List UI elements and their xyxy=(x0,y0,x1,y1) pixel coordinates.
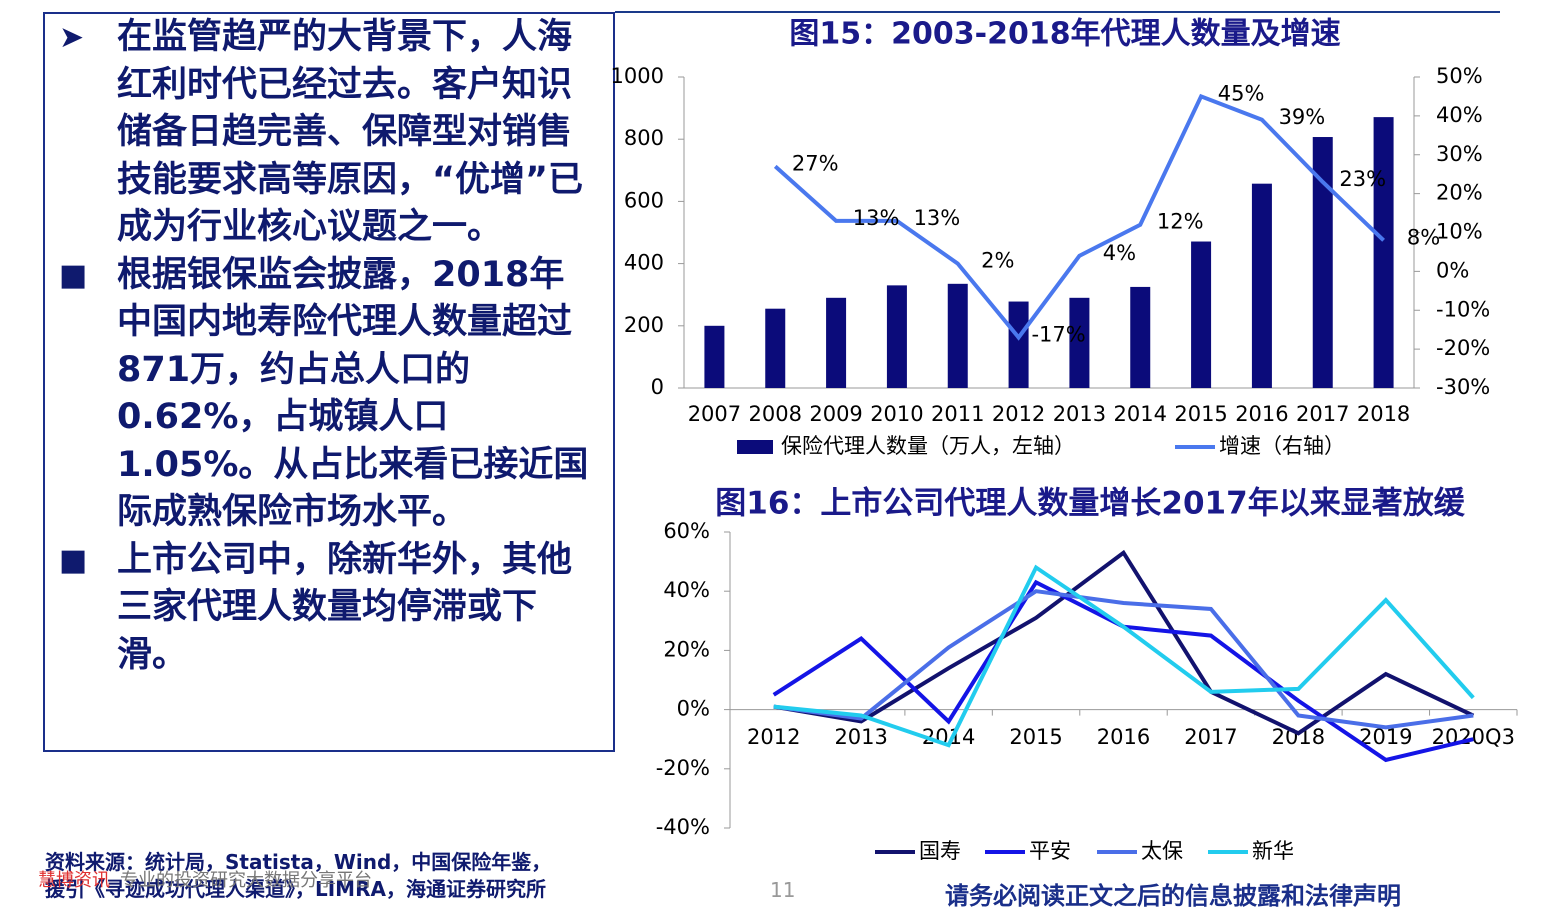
bar xyxy=(1312,137,1333,388)
bullet-marker: ■ xyxy=(59,542,88,578)
page-number: 11 xyxy=(770,878,796,902)
legend-label: 太保 xyxy=(1141,839,1183,863)
y-tick-label: 40% xyxy=(663,578,710,602)
watermark-brand: 慧博资讯 xyxy=(38,870,110,891)
watermark-text: 专业的投资研究大数据分享平台 xyxy=(120,870,372,891)
bar xyxy=(765,308,786,388)
bullet-text: 根据银保监会披露，2018年中国内地寿险代理人数量超过871万，约占总人口的0.… xyxy=(117,254,589,533)
data-label: 8% xyxy=(1407,225,1440,249)
legend-label: 国寿 xyxy=(919,839,961,863)
x-tick-label: 2017 xyxy=(1296,402,1349,426)
y-tick-label: 20% xyxy=(663,637,710,661)
data-label: 12% xyxy=(1157,210,1204,234)
bar xyxy=(1008,301,1029,388)
x-tick-label: 2017 xyxy=(1184,725,1237,749)
line-series xyxy=(773,549,1475,736)
x-tick-label: 2007 xyxy=(688,402,741,426)
bullet-text: 在监管趋严的大背景下，人海红利时代已经过去。客户知识储备日趋完善、保障型对销售技… xyxy=(117,17,584,247)
x-tick-label: 2016 xyxy=(1097,725,1150,749)
y2-tick-label: 20% xyxy=(1436,181,1483,205)
x-tick-label: 2010 xyxy=(870,402,923,426)
data-label: 13% xyxy=(853,206,900,230)
y2-tick-label: -20% xyxy=(1436,336,1490,360)
line-series xyxy=(773,589,1474,730)
chart-title: 图15：2003-2018年代理人数量及增速 xyxy=(789,17,1340,52)
bar xyxy=(1130,286,1151,388)
y-tick-label: 60% xyxy=(663,519,710,543)
bullet-marker: ➤ xyxy=(59,20,85,55)
y-tick-label: 0% xyxy=(677,697,710,721)
y-tick-label: 800 xyxy=(624,126,664,150)
data-label: 45% xyxy=(1218,81,1265,105)
text-box: ➤ 在监管趋严的大背景下，人海红利时代已经过去。客户知识储备日趋完善、保障型对销售… xyxy=(43,12,615,752)
bar xyxy=(947,283,968,388)
chart-title: 图16：上市公司代理人数量增长2017年以来显著放缓 xyxy=(715,486,1465,522)
y2-tick-label: 30% xyxy=(1436,142,1483,166)
legend-label: 增速（右轴） xyxy=(1219,434,1345,458)
bar xyxy=(704,325,725,388)
bullet: ■ 上市公司中，除新华外，其他三家代理人数量均停滞或下滑。 xyxy=(45,537,613,680)
x-tick-label: 2011 xyxy=(931,402,984,426)
y2-tick-label: 0% xyxy=(1436,258,1469,282)
y-tick-label: -20% xyxy=(656,756,710,780)
x-tick-label: 2018 xyxy=(1357,402,1410,426)
legend-label: 新华 xyxy=(1252,839,1294,863)
bullet: ■ 根据银保监会披露，2018年中国内地寿险代理人数量超过871万，约占总人口的0… xyxy=(45,252,613,537)
bullet-marker: ■ xyxy=(59,257,88,293)
x-tick-label: 2008 xyxy=(749,402,802,426)
bar xyxy=(1069,297,1090,388)
y-tick-label: -40% xyxy=(656,815,710,839)
data-label: 27% xyxy=(792,151,839,175)
data-label: 13% xyxy=(914,206,961,230)
x-tick-label: 2018 xyxy=(1272,725,1325,749)
y2-tick-label: 10% xyxy=(1436,220,1483,244)
x-tick-label: 2013 xyxy=(834,725,887,749)
y2-tick-label: -10% xyxy=(1436,297,1490,321)
y-tick-label: 600 xyxy=(624,188,664,212)
x-tick-label: 2012 xyxy=(992,402,1045,426)
disclaimer: 请务必阅读正文之后的信息披露和法律声明 xyxy=(945,882,1401,910)
data-label: 4% xyxy=(1103,241,1136,265)
line-series xyxy=(773,93,1385,341)
x-tick-label: 2012 xyxy=(747,725,800,749)
y-tick-label: 400 xyxy=(624,251,664,275)
x-tick-label: 2015 xyxy=(1174,402,1227,426)
bar xyxy=(1373,117,1394,388)
data-label: 23% xyxy=(1339,167,1386,191)
data-label: -17% xyxy=(1031,322,1085,346)
y2-tick-label: 40% xyxy=(1436,103,1483,127)
y2-tick-label: 50% xyxy=(1436,64,1483,88)
bullet: ➤ 在监管趋严的大背景下，人海红利时代已经过去。客户知识储备日趋完善、保障型对销售… xyxy=(45,14,613,252)
x-tick-label: 2009 xyxy=(809,402,862,426)
bullet-text: 上市公司中，除新华外，其他三家代理人数量均停滞或下滑。 xyxy=(117,539,573,675)
y-tick-label: 1000 xyxy=(611,64,664,88)
y2-tick-label: -30% xyxy=(1436,375,1490,399)
x-tick-label: 2014 xyxy=(1114,402,1167,426)
data-label: 2% xyxy=(981,249,1014,273)
source-line: 资料来源：统计局，Statista，Wind，中国保险年鉴， xyxy=(45,850,552,874)
legend-label: 保险代理人数量（万人，左轴） xyxy=(781,434,1075,458)
bar xyxy=(1251,183,1272,388)
bar xyxy=(826,297,847,388)
x-tick-label: 2013 xyxy=(1053,402,1106,426)
bar xyxy=(1191,241,1212,388)
data-label: 39% xyxy=(1279,105,1326,129)
legend-swatch xyxy=(737,440,773,454)
legend-label: 平安 xyxy=(1029,839,1071,863)
y-tick-label: 200 xyxy=(624,313,664,337)
line-series xyxy=(773,564,1475,748)
x-tick-label: 2015 xyxy=(1009,725,1062,749)
x-tick-label: 2016 xyxy=(1235,402,1288,426)
bar xyxy=(886,285,907,388)
y-tick-label: 0 xyxy=(651,375,664,399)
